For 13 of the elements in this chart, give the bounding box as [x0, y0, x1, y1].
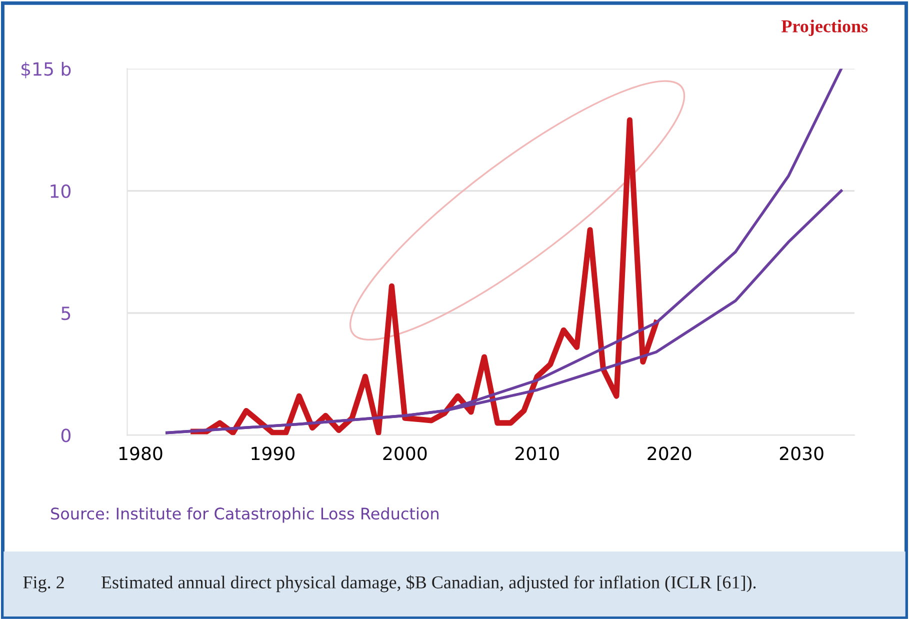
x-tick-label: 1980	[119, 446, 162, 460]
x-tick-label: 1990	[252, 446, 294, 460]
text: Projections	[781, 20, 868, 36]
x-tick-label: 2010	[515, 446, 559, 460]
y-tick-label: $15 b	[22, 62, 71, 78]
y-tick-label: 0	[61, 428, 71, 442]
y-tick-label: 5	[62, 306, 70, 320]
source-note: Source: Institute for Catastrophic Loss Reduction	[51, 507, 438, 523]
y-tick-label: 10	[50, 184, 71, 198]
caption: Fig. 2 Estimated annual direct physical damage, $B Canadian, adjusted for inflation (ICLR [61]).	[23, 575, 756, 592]
x-tick-label: 2030	[780, 446, 824, 460]
x-tick-label: 2020	[648, 446, 692, 460]
x-tick-label: 2000	[383, 446, 427, 460]
